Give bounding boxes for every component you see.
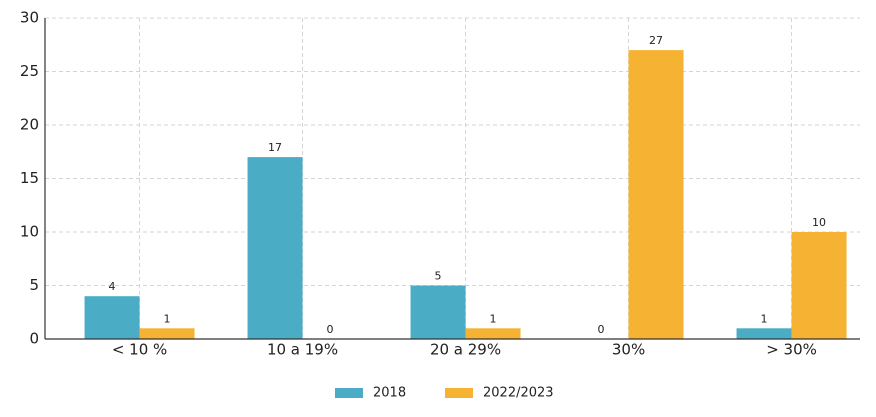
value-label: 10 (812, 216, 826, 229)
y-tick-label: 15 (20, 169, 39, 187)
x-tick-label: < 10 % (112, 341, 167, 359)
value-label: 1 (761, 312, 768, 325)
value-label: 5 (435, 270, 442, 283)
value-label: 17 (268, 141, 282, 154)
legend-swatch (445, 388, 473, 398)
value-label: 0 (598, 323, 605, 336)
legend-swatch (335, 388, 363, 398)
y-tick-label: 20 (20, 116, 39, 134)
value-label: 1 (164, 312, 171, 325)
bar (84, 296, 140, 339)
bar (247, 157, 303, 339)
x-tick-label: 30% (612, 341, 645, 359)
y-tick-label: 0 (29, 330, 39, 348)
y-tick-label: 10 (20, 223, 39, 241)
value-label: 1 (490, 312, 497, 325)
bar (736, 328, 792, 339)
bar (139, 328, 195, 339)
value-label: 27 (649, 34, 663, 47)
y-tick-label: 25 (20, 62, 39, 80)
bars (84, 50, 847, 339)
x-tick-label: 10 a 19% (267, 341, 338, 359)
legend-label: 2018 (373, 386, 406, 401)
value-label: 0 (327, 323, 334, 336)
legend-label: 2022/2023 (483, 386, 554, 401)
y-tick-label: 30 (20, 9, 39, 27)
legend: 2018 2022/2023 (335, 386, 554, 401)
bar (465, 328, 521, 339)
value-label: 4 (109, 280, 116, 293)
bar (410, 285, 466, 339)
y-tick-label: 5 (29, 276, 39, 294)
x-tick-label: > 30% (766, 341, 817, 359)
bar (791, 232, 847, 339)
bar (628, 50, 684, 339)
x-tick-label: 20 a 29% (430, 341, 501, 359)
